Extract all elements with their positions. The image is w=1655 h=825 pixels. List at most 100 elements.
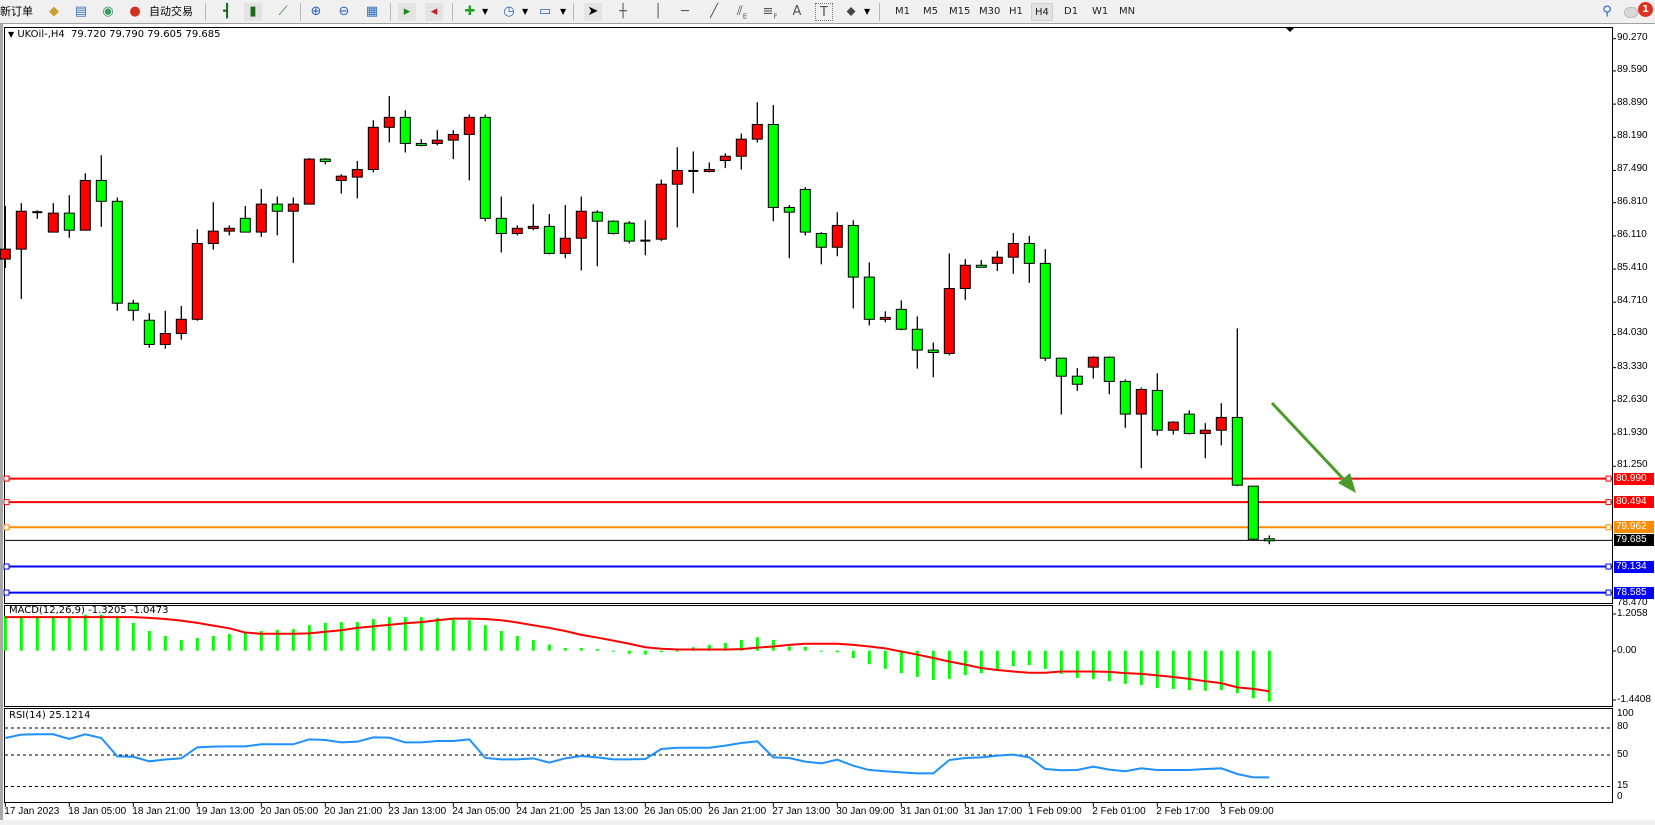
timeframe-mn[interactable]: MN <box>1119 6 1136 17</box>
bear-candle <box>1055 357 1067 377</box>
bull-candle <box>959 264 971 289</box>
timeframe-m5[interactable]: M5 <box>923 6 938 17</box>
timeframe-m30[interactable]: M30 <box>979 6 1001 17</box>
bull-candle <box>159 333 171 345</box>
bear-candle <box>623 222 635 242</box>
bar-chart-icon[interactable]: ┫ <box>223 4 231 19</box>
level-handle[interactable] <box>1605 499 1612 506</box>
chart-shift-marker-icon[interactable] <box>1286 28 1294 32</box>
time-axis-label: 18 Jan 21:00 <box>132 806 191 817</box>
bull-candle <box>15 210 27 250</box>
level-handle[interactable] <box>1605 524 1612 531</box>
trend-arrow-head-icon[interactable] <box>1338 473 1356 493</box>
bear-candle <box>799 188 811 233</box>
macd-histogram-bar <box>755 637 759 651</box>
bull-candle <box>719 155 731 162</box>
chevron-down-icon[interactable]: ▼ <box>522 7 529 16</box>
chart-shift-icon[interactable]: ◂ <box>425 3 443 21</box>
macd-histogram-bar <box>947 650 951 679</box>
macd-histogram-bar <box>35 616 39 651</box>
new-indicator-icon[interactable]: ✚ <box>464 4 476 19</box>
bear-candle <box>895 308 907 330</box>
price-axis-label: 89.590 <box>1617 63 1648 75</box>
metaeditor-book-icon[interactable]: ◆ <box>49 4 59 19</box>
chevron-down-icon[interactable]: ▼ <box>560 7 567 16</box>
bear-candle <box>143 319 155 345</box>
market-watch-icon[interactable]: ▤ <box>74 4 88 19</box>
macd-histogram-bar <box>563 647 567 651</box>
tile-windows-icon[interactable]: ▦ <box>365 4 379 19</box>
level-handle[interactable] <box>3 589 10 596</box>
level-handle[interactable] <box>3 524 10 531</box>
trend-arrow-line[interactable] <box>1270 401 1350 486</box>
signals-antenna-icon[interactable]: ◉ <box>102 4 114 19</box>
macd-histogram-bar <box>675 650 679 652</box>
candlestick-icon[interactable]: ▮ <box>244 3 262 21</box>
zoom-out-icon[interactable]: ⊖ <box>338 4 350 19</box>
macd-histogram-bar <box>451 617 455 651</box>
bear-candle <box>1151 389 1163 431</box>
macd-histogram-bar <box>803 646 807 651</box>
level-handle[interactable] <box>1605 589 1612 596</box>
time-axis-label: 26 Jan 21:00 <box>708 806 767 817</box>
macd-histogram-bar <box>371 619 375 651</box>
rsi-panel-frame <box>4 708 1613 803</box>
text-tool-icon[interactable]: A <box>792 4 802 19</box>
bear-candle <box>1231 416 1243 486</box>
auto-trading-button[interactable]: 自动交易 <box>149 5 193 18</box>
periods-clock-icon[interactable]: ◷ <box>503 4 515 19</box>
bull-candle <box>943 287 955 354</box>
level-handle[interactable] <box>3 475 10 482</box>
notifications-icon[interactable] <box>1624 7 1638 18</box>
vertical-line-icon[interactable]: │ <box>654 4 662 19</box>
trendline-icon[interactable]: ╱ <box>710 4 718 19</box>
search-icon[interactable]: ⚲ <box>1602 4 1612 19</box>
crosshair-icon[interactable]: ┼ <box>619 4 627 19</box>
bear-candle <box>63 212 75 231</box>
new-order-button[interactable]: 新订单 <box>0 5 33 18</box>
macd-histogram-bar <box>51 616 55 651</box>
macd-histogram-bar <box>99 614 103 651</box>
level-handle[interactable] <box>1605 563 1612 570</box>
bull-candle <box>751 123 763 140</box>
arrows-icon[interactable]: ⬥ <box>846 4 856 19</box>
separator <box>300 3 301 21</box>
chevron-down-icon[interactable]: ▼ <box>482 7 489 16</box>
rsi-axis-label: 80 <box>1617 721 1629 732</box>
fibo-subscript: F <box>773 12 778 21</box>
level-price-label: 80.494 <box>1614 496 1654 509</box>
timeframe-d1[interactable]: D1 <box>1064 6 1079 17</box>
bear-candle <box>271 203 283 212</box>
equidistant-channel-icon[interactable]: ⫽E <box>736 4 748 21</box>
level-handle[interactable] <box>1605 475 1612 482</box>
bull-candle <box>1199 429 1211 435</box>
time-axis-label: 17 Jan 2023 <box>4 806 60 817</box>
timeframe-w1[interactable]: W1 <box>1092 6 1109 17</box>
time-axis-label: 31 Jan 01:00 <box>900 806 959 817</box>
timeframe-m1[interactable]: M1 <box>895 6 910 17</box>
auto-scroll-icon[interactable]: ▸ <box>398 3 416 21</box>
horizontal-line-icon[interactable]: ─ <box>681 4 689 19</box>
time-axis-label: 24 Jan 05:00 <box>452 806 511 817</box>
fibonacci-icon[interactable]: ≡F <box>762 4 778 21</box>
macd-histogram-bar <box>1251 650 1255 699</box>
chevron-down-icon[interactable]: ▼ <box>864 7 871 16</box>
auto-trading-icon[interactable]: ● <box>129 4 141 19</box>
macd-histogram-bar <box>291 629 295 651</box>
chart-menu-triangle-icon[interactable]: ▼ <box>8 30 15 39</box>
timeframe-h1[interactable]: H1 <box>1009 6 1023 17</box>
text-label-icon[interactable]: T <box>815 3 833 21</box>
cursor-icon[interactable]: ➤ <box>584 3 602 21</box>
level-price-label: 78.585 <box>1614 586 1654 599</box>
timeframe-h4[interactable]: H4 <box>1031 3 1053 21</box>
timeframe-m15[interactable]: M15 <box>949 6 971 17</box>
macd-histogram-bar <box>483 625 487 651</box>
macd-histogram-bar <box>1203 650 1207 691</box>
templates-icon[interactable]: ▭ <box>538 4 552 19</box>
line-chart-icon[interactable]: ⟋ <box>278 4 288 19</box>
zoom-in-icon[interactable]: ⊕ <box>310 4 322 19</box>
macd-panel-frame <box>4 605 1613 707</box>
level-handle[interactable] <box>3 563 10 570</box>
level-handle[interactable] <box>3 499 10 506</box>
